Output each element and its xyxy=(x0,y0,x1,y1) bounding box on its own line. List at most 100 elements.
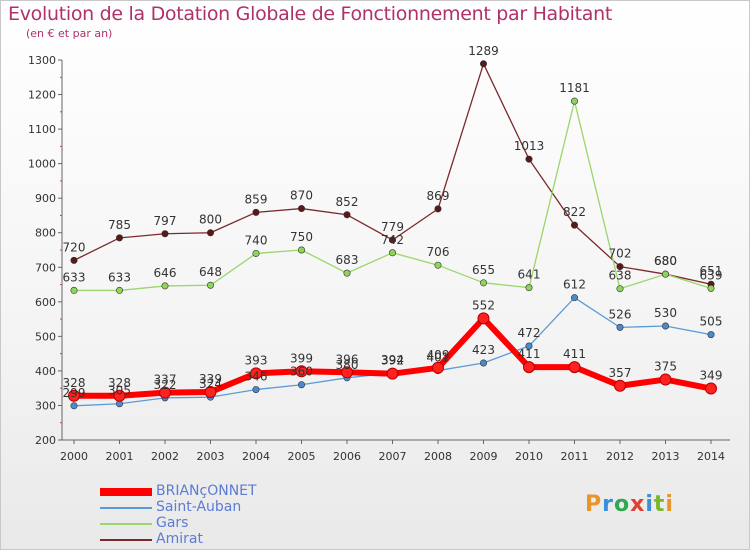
data-point xyxy=(250,367,262,380)
x-tick-label: 2014 xyxy=(697,450,725,463)
data-label: 411 xyxy=(563,347,586,361)
data-label: 411 xyxy=(518,347,541,361)
data-label: 720 xyxy=(63,240,86,254)
data-label: 339 xyxy=(199,372,222,386)
y-tick-label: 1300 xyxy=(28,54,56,67)
data-label: 680 xyxy=(654,254,677,268)
data-label: 859 xyxy=(245,192,268,206)
chart-axes: 200 300 400 500 600 700 800 900 1000 1100 1200 1300… xyxy=(28,54,730,463)
data-point xyxy=(616,263,624,271)
data-point xyxy=(616,323,624,331)
data-label: 423 xyxy=(472,343,495,357)
data-point xyxy=(70,286,78,294)
data-label: 328 xyxy=(63,376,86,390)
data-label: 357 xyxy=(609,366,632,380)
data-label: 779 xyxy=(381,220,404,234)
x-tick-label: 2003 xyxy=(197,450,225,463)
data-label: 399 xyxy=(290,351,313,365)
data-label: 702 xyxy=(609,247,632,261)
data-label: 633 xyxy=(108,270,131,284)
chart-points xyxy=(68,60,717,410)
data-label: 641 xyxy=(518,268,541,282)
data-point xyxy=(477,312,490,325)
chart-subtitle: (en € et par an) xyxy=(26,27,113,40)
data-label: 648 xyxy=(199,265,222,279)
data-label: 380 xyxy=(336,358,359,372)
data-point xyxy=(525,155,533,163)
data-label: 337 xyxy=(154,373,177,387)
data-point xyxy=(252,249,260,257)
logo-letter: i xyxy=(665,492,674,517)
data-label: 409 xyxy=(427,348,450,362)
data-label: 633 xyxy=(63,270,86,284)
data-point xyxy=(386,367,399,380)
data-label: 360 xyxy=(290,365,313,379)
logo-letter: P xyxy=(585,492,603,517)
chart-title: Evolution de la Dotation Globale de Fonc… xyxy=(8,3,613,25)
y-tick-label: 700 xyxy=(35,261,56,274)
x-tick-label: 2001 xyxy=(106,450,134,463)
logo-letter: r xyxy=(602,492,614,517)
data-label: 375 xyxy=(654,360,677,374)
data-label: 324 xyxy=(199,377,222,391)
data-point xyxy=(207,229,215,237)
data-label: 552 xyxy=(472,298,495,312)
x-tick-label: 2005 xyxy=(288,450,316,463)
logo-letter: i xyxy=(645,492,654,517)
data-point xyxy=(705,382,717,395)
chart-data-labels: 720 785 797 800 859 870 852 779 869 1289 1013 822 70… xyxy=(63,44,723,400)
data-point xyxy=(343,269,351,277)
data-label: 683 xyxy=(336,253,359,267)
data-point xyxy=(568,361,581,374)
data-point xyxy=(616,285,624,293)
data-point xyxy=(70,402,78,410)
data-label: 394 xyxy=(381,353,404,367)
data-point xyxy=(570,97,578,105)
data-label: 740 xyxy=(245,233,268,247)
data-point xyxy=(570,294,578,302)
x-tick-label: 2006 xyxy=(333,450,361,463)
y-tick-label: 1000 xyxy=(28,158,56,171)
data-label: 706 xyxy=(427,245,450,259)
data-point xyxy=(161,282,169,290)
x-tick-label: 2004 xyxy=(242,450,270,463)
y-tick-label: 300 xyxy=(35,399,56,412)
data-label: 401 xyxy=(427,351,450,365)
data-point xyxy=(434,205,442,213)
data-label: 742 xyxy=(381,233,404,247)
data-point xyxy=(661,322,669,330)
y-tick-label: 1200 xyxy=(28,89,56,102)
data-label: 1289 xyxy=(468,44,499,58)
data-point xyxy=(295,365,308,378)
data-point xyxy=(434,261,442,269)
data-label: 797 xyxy=(154,214,177,228)
data-point xyxy=(70,256,78,264)
data-label: 505 xyxy=(700,315,723,329)
y-tick-label: 1100 xyxy=(28,123,56,136)
x-tick-label: 2008 xyxy=(424,450,452,463)
data-point xyxy=(707,331,715,339)
data-label: 349 xyxy=(700,369,723,383)
data-label: 750 xyxy=(290,230,313,244)
data-label: 639 xyxy=(700,268,723,282)
data-point xyxy=(161,230,169,238)
data-label: 680 xyxy=(654,254,677,268)
data-point xyxy=(341,366,353,379)
data-point xyxy=(525,342,533,350)
data-label: 638 xyxy=(609,269,632,283)
data-label: 612 xyxy=(563,278,586,292)
data-point xyxy=(297,246,305,254)
data-label: 346 xyxy=(245,370,268,384)
data-point xyxy=(659,373,672,386)
data-point xyxy=(207,281,215,289)
data-point xyxy=(523,361,535,374)
data-point xyxy=(432,361,444,374)
data-point xyxy=(297,205,305,213)
legend-label: Gars xyxy=(156,515,189,531)
data-point xyxy=(707,284,715,292)
x-tick-label: 2012 xyxy=(606,450,634,463)
data-label: 800 xyxy=(199,213,222,227)
data-label: 869 xyxy=(427,189,450,203)
data-point xyxy=(570,221,578,229)
data-point xyxy=(388,249,396,257)
